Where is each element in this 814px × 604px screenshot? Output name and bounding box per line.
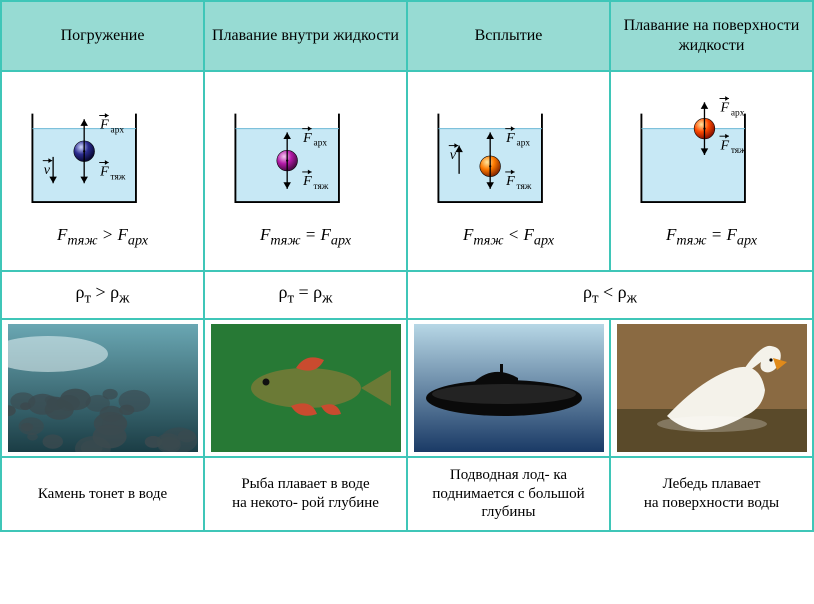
dens-sink: ρт > ρж [1, 271, 204, 319]
density-row: ρт > ρж ρт = ρж ρт < ρж [1, 271, 813, 319]
density-rel: ρт < ρж [583, 282, 637, 308]
caption: Рыба плавает в воде на некото- рой глуби… [209, 475, 402, 513]
photo-sub [407, 319, 610, 457]
svg-text:v: v [43, 162, 50, 178]
dens-float: ρт < ρж [407, 271, 813, 319]
header-row: Погружение Плавание внутри жидкости Вспл… [1, 1, 813, 71]
diag-surface: FархFтяж Fтяж = Fарх [610, 71, 813, 271]
hdr-label: Плавание внутри жидкости [212, 26, 399, 46]
diag-neutral: FархFтяж Fтяж = Fарх [204, 71, 407, 271]
photo-row [1, 319, 813, 457]
diag-rise: FархFтяжv Fтяж < Fарх [407, 71, 610, 271]
svg-text:F: F [505, 173, 515, 189]
density-rel: ρт > ρж [75, 282, 129, 308]
svg-text:F: F [302, 130, 312, 146]
photo-fish [204, 319, 407, 457]
photo-stone [1, 319, 204, 457]
svg-text:F: F [99, 116, 109, 132]
diagram: FархFтяж [226, 93, 386, 217]
photo [8, 324, 198, 452]
hdr-sink: Погружение [1, 1, 204, 71]
force-formula: Fтяж = Fарх [260, 225, 351, 249]
svg-text:тяж: тяж [516, 182, 531, 192]
svg-text:тяж: тяж [313, 182, 328, 192]
svg-text:v: v [449, 147, 456, 163]
photo [414, 324, 604, 452]
cap-sub: Подводная лод- ка поднимается с большой … [407, 457, 610, 531]
photo [617, 324, 807, 452]
density-rel: ρт = ρж [278, 282, 332, 308]
svg-text:арх: арх [516, 138, 530, 148]
svg-text:F: F [505, 130, 515, 146]
svg-text:арх: арх [110, 125, 124, 135]
svg-text:тяж: тяж [110, 172, 125, 182]
caption: Лебедь плавает на поверхности воды [615, 475, 808, 513]
caption: Подводная лод- ка поднимается с большой … [412, 466, 605, 522]
cap-swan: Лебедь плавает на поверхности воды [610, 457, 813, 531]
svg-text:F: F [719, 137, 729, 153]
svg-text:F: F [99, 164, 109, 180]
force-formula: Fтяж < Fарх [463, 225, 554, 249]
hdr-surface: Плавание на поверхности жидкости [610, 1, 813, 71]
diagram: FархFтяж [632, 93, 792, 217]
svg-text:арх: арх [313, 138, 327, 148]
cap-fish: Рыба плавает в воде на некото- рой глуби… [204, 457, 407, 531]
diag-sink: FархFтяжv Fтяж > Fарх [1, 71, 204, 271]
force-formula: Fтяж > Fарх [57, 225, 148, 249]
diagram-row: FархFтяжv Fтяж > Fарх FархFтяж Fтяж = Fа… [1, 71, 813, 271]
caption: Камень тонет в воде [38, 485, 167, 504]
hdr-label: Плавание на поверхности жидкости [615, 16, 808, 56]
dens-neutral: ρт = ρж [204, 271, 407, 319]
svg-text:тяж: тяж [730, 146, 745, 156]
photo [211, 324, 401, 452]
svg-text:F: F [719, 100, 729, 116]
cap-stone: Камень тонет в воде [1, 457, 204, 531]
caption-row: Камень тонет в воде Рыба плавает в воде … [1, 457, 813, 531]
hdr-label: Погружение [61, 26, 145, 46]
force-formula: Fтяж = Fарх [666, 225, 757, 249]
svg-text:F: F [302, 173, 312, 189]
hdr-label: Всплытие [475, 26, 543, 46]
svg-text:арх: арх [730, 108, 744, 118]
diagram: FархFтяжv [429, 93, 589, 217]
buoyancy-table: Погружение Плавание внутри жидкости Вспл… [0, 0, 814, 532]
photo-swan [610, 319, 813, 457]
hdr-rise: Всплытие [407, 1, 610, 71]
diagram: FархFтяжv [23, 93, 183, 217]
hdr-neutral: Плавание внутри жидкости [204, 1, 407, 71]
